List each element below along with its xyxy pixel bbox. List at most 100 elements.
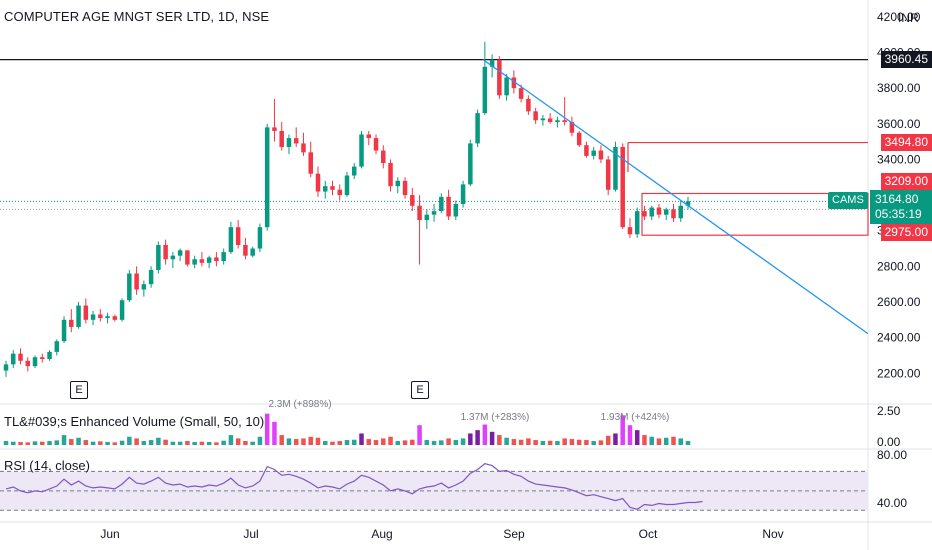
resistance-level-tag: 3494.80 bbox=[881, 134, 932, 151]
volume-bar bbox=[548, 441, 552, 445]
candle-body bbox=[678, 206, 682, 218]
volume-bar bbox=[352, 440, 356, 445]
last-price-tag: 3164.80 05:35:19 bbox=[870, 190, 932, 224]
volume-bar bbox=[55, 440, 59, 445]
bar-countdown: 05:35:19 bbox=[875, 207, 932, 222]
volume-bar bbox=[410, 440, 414, 445]
candle-body bbox=[294, 138, 298, 143]
candle-body bbox=[519, 88, 523, 99]
volume-bar bbox=[497, 435, 501, 445]
candle-body bbox=[599, 151, 603, 160]
volume-bar bbox=[69, 439, 73, 445]
candle-body bbox=[236, 227, 240, 245]
candle-body bbox=[649, 208, 653, 217]
candle-body bbox=[359, 135, 363, 167]
candle-body bbox=[229, 227, 233, 252]
time-axis-label: Nov bbox=[762, 527, 783, 541]
candle-body bbox=[142, 284, 146, 289]
candle-body bbox=[548, 118, 552, 122]
candle-body bbox=[163, 245, 167, 259]
rsi-axis-label: 80.00 bbox=[877, 448, 907, 462]
candle-body bbox=[98, 314, 102, 318]
candle-body bbox=[584, 145, 588, 156]
volume-bar bbox=[417, 425, 421, 445]
volume-bar bbox=[541, 441, 545, 445]
candle-body bbox=[55, 341, 59, 352]
volume-bar bbox=[98, 441, 102, 445]
volume-bar bbox=[236, 438, 240, 445]
rsi-indicator-title[interactable]: RSI (14, close) bbox=[4, 458, 90, 473]
volume-bar bbox=[678, 438, 682, 445]
volume-bar bbox=[374, 440, 378, 445]
candle-body bbox=[33, 357, 37, 366]
volume-bar bbox=[490, 432, 494, 445]
candle-body bbox=[200, 259, 204, 263]
candle-body bbox=[671, 209, 675, 218]
candle-body bbox=[439, 197, 443, 211]
candle-body bbox=[555, 120, 559, 122]
volume-bar bbox=[381, 438, 385, 445]
volume-bar bbox=[105, 442, 109, 445]
candle-body bbox=[11, 354, 15, 365]
volume-bar bbox=[526, 438, 530, 445]
candle-body bbox=[396, 181, 400, 186]
earnings-marker-2[interactable]: E bbox=[411, 381, 429, 399]
volume-bar bbox=[649, 437, 653, 445]
candle-body bbox=[178, 250, 182, 255]
volume-bar bbox=[483, 425, 487, 445]
candle-body bbox=[417, 206, 421, 220]
candle-body bbox=[149, 270, 153, 284]
volume-bar bbox=[149, 440, 153, 445]
candle-body bbox=[504, 77, 508, 95]
volume-bar bbox=[127, 437, 131, 445]
candle-body bbox=[243, 245, 247, 256]
candle-body bbox=[591, 151, 595, 156]
candle-body bbox=[18, 354, 22, 361]
candle-body bbox=[287, 138, 291, 147]
volume-bar bbox=[301, 438, 305, 445]
candle-body bbox=[628, 227, 632, 234]
volume-bar bbox=[591, 441, 595, 445]
volume-bar bbox=[214, 442, 218, 445]
volume-bar bbox=[475, 430, 479, 445]
volume-bar bbox=[628, 425, 632, 445]
volume-bar bbox=[163, 440, 167, 445]
candle-body bbox=[642, 211, 646, 216]
volume-bar bbox=[446, 438, 450, 445]
volume-bar bbox=[84, 440, 88, 445]
volume-bar bbox=[519, 440, 523, 445]
price-tick-label: 2600.00 bbox=[877, 295, 921, 309]
candle-body bbox=[272, 127, 276, 131]
volume-bar bbox=[33, 441, 37, 445]
symbol-title[interactable]: COMPUTER AGE MNGT SER LTD, 1D, NSE bbox=[4, 9, 269, 24]
candle-body bbox=[323, 186, 327, 191]
box-bottom-tag: 2975.00 bbox=[881, 224, 932, 241]
volume-bar bbox=[11, 442, 15, 445]
candle-body bbox=[461, 184, 465, 204]
candle-body bbox=[345, 175, 349, 195]
volume-bar bbox=[308, 437, 312, 445]
earnings-marker-1[interactable]: E bbox=[70, 381, 88, 399]
price-tick-label: 3600.00 bbox=[877, 117, 921, 131]
volume-bar bbox=[207, 442, 211, 445]
volume-indicator-title[interactable]: TL&#039;s Enhanced Volume (Small, 50, 10… bbox=[4, 414, 264, 429]
candle-body bbox=[388, 163, 392, 186]
volume-bar bbox=[570, 439, 574, 445]
volume-bar bbox=[337, 441, 341, 445]
price-tick-label: 2200.00 bbox=[877, 366, 921, 380]
candle-body bbox=[533, 111, 537, 120]
volume-spike-label: 1.37M (+283%) bbox=[461, 412, 530, 423]
candle-body bbox=[76, 306, 80, 327]
volume-bar bbox=[316, 438, 320, 445]
volume-bar bbox=[330, 442, 334, 445]
box-top-tag: 3209.00 bbox=[881, 173, 932, 190]
volume-bar bbox=[265, 414, 269, 445]
volume-bar bbox=[76, 438, 80, 445]
candle-body bbox=[577, 133, 581, 145]
time-axis-label: Sep bbox=[503, 527, 525, 541]
candle-body bbox=[606, 159, 610, 189]
volume-bar bbox=[461, 438, 465, 445]
candle-body bbox=[664, 209, 668, 214]
